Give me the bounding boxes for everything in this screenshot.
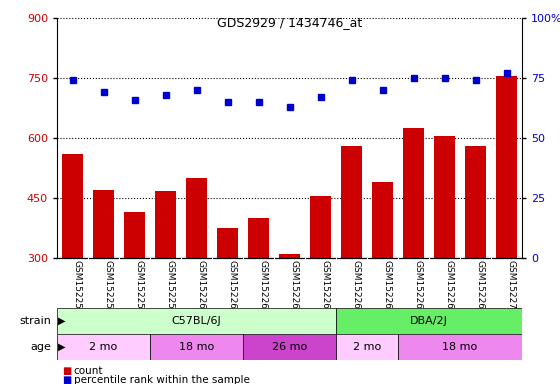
Bar (403, 128, 423, 378)
Text: GSM152264: GSM152264 (320, 260, 329, 314)
Bar (336, 308, 522, 334)
Text: strain: strain (20, 316, 52, 326)
Text: 2 mo: 2 mo (353, 342, 381, 352)
Bar (279, 254, 300, 378)
Bar (57, 308, 336, 334)
Text: C57BL/6J: C57BL/6J (171, 316, 221, 326)
Bar (435, 136, 455, 378)
Bar (94, 190, 114, 378)
Text: 18 mo: 18 mo (179, 342, 214, 352)
Bar (465, 146, 486, 378)
Text: ■: ■ (63, 366, 72, 376)
Text: GSM152268: GSM152268 (445, 260, 454, 315)
Text: GSM152260: GSM152260 (197, 260, 206, 315)
Text: percentile rank within the sample: percentile rank within the sample (74, 376, 250, 384)
Bar (57, 334, 150, 360)
Text: 26 mo: 26 mo (272, 342, 307, 352)
Text: GSM152262: GSM152262 (259, 260, 268, 314)
Text: GSM152265: GSM152265 (352, 260, 361, 315)
Bar (249, 218, 269, 378)
Text: ▶: ▶ (58, 342, 66, 352)
Text: GSM152266: GSM152266 (382, 260, 391, 315)
Bar (342, 146, 362, 378)
Text: ■: ■ (63, 376, 72, 384)
Bar (496, 76, 516, 378)
Text: 2 mo: 2 mo (90, 342, 118, 352)
Bar (336, 334, 398, 360)
Text: GSM152267: GSM152267 (413, 260, 422, 315)
Text: age: age (31, 342, 52, 352)
Bar (243, 334, 336, 360)
Bar (62, 154, 82, 378)
Text: 18 mo: 18 mo (442, 342, 478, 352)
Text: GSM152257: GSM152257 (104, 260, 113, 315)
Text: ▶: ▶ (58, 316, 66, 326)
Bar (124, 212, 144, 378)
Bar (310, 196, 330, 378)
Bar (150, 334, 243, 360)
Bar (186, 178, 207, 378)
Text: GSM152259: GSM152259 (166, 260, 175, 315)
Text: GDS2929 / 1434746_at: GDS2929 / 1434746_at (217, 16, 362, 29)
Text: count: count (74, 366, 103, 376)
Text: GSM152270: GSM152270 (506, 260, 516, 315)
Text: GSM152256: GSM152256 (72, 260, 82, 315)
Text: GSM152269: GSM152269 (475, 260, 484, 315)
Text: GSM152258: GSM152258 (134, 260, 143, 315)
Bar (398, 334, 522, 360)
Text: GSM152261: GSM152261 (227, 260, 236, 315)
Bar (217, 228, 237, 378)
Bar (156, 191, 176, 378)
Text: DBA/2J: DBA/2J (410, 316, 448, 326)
Text: GSM152263: GSM152263 (290, 260, 298, 315)
Bar (372, 182, 393, 378)
